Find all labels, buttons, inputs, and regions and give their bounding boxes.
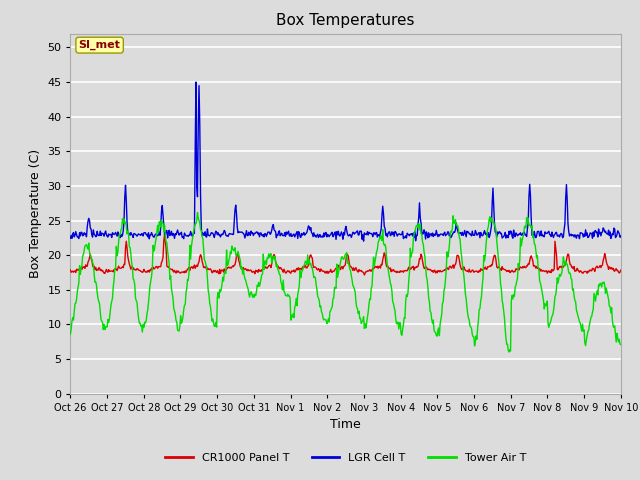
- Text: SI_met: SI_met: [79, 40, 120, 50]
- Title: Box Temperatures: Box Temperatures: [276, 13, 415, 28]
- Legend: CR1000 Panel T, LGR Cell T, Tower Air T: CR1000 Panel T, LGR Cell T, Tower Air T: [161, 448, 531, 467]
- Y-axis label: Box Temperature (C): Box Temperature (C): [29, 149, 42, 278]
- X-axis label: Time: Time: [330, 418, 361, 431]
